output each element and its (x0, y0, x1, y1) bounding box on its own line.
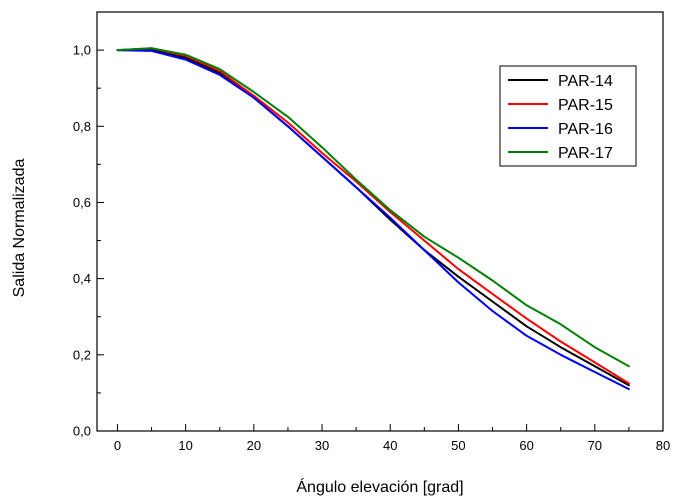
x-tick-label: 60 (519, 438, 533, 453)
x-tick-label: 70 (588, 438, 602, 453)
x-tick-label: 0 (114, 438, 121, 453)
axis-ticks (97, 49, 664, 432)
series-line-par-15 (116, 47, 630, 385)
legend: PAR-14 PAR-15 PAR-16 PAR-17 (499, 65, 637, 167)
y-tick-label: 0,8 (73, 119, 91, 134)
legend-label-par-16: PAR-16 (558, 121, 613, 138)
x-axis-title: Ángulo elevación [grad] (296, 477, 463, 496)
x-tick-label: 30 (315, 438, 329, 453)
legend-label-par-14: PAR-14 (558, 73, 613, 90)
y-tick-label: 1,0 (73, 43, 91, 58)
x-tick-label: 50 (451, 438, 465, 453)
legend-label-par-17: PAR-17 (558, 145, 613, 162)
legend-box (499, 65, 637, 167)
legend-label-par-15: PAR-15 (558, 97, 613, 114)
axis-tick-labels: 0 10 20 30 40 50 60 70 80 0,0 0,2 0,4 0,6 0,8 1,0 (73, 43, 670, 453)
x-tick-label: 10 (178, 438, 192, 453)
y-tick-label: 0,2 (73, 347, 91, 362)
y-axis-title: Salida Normalizada (11, 159, 28, 298)
plot-frame (96, 11, 664, 432)
series-lines (116, 47, 630, 391)
series-line-par-16 (116, 49, 630, 391)
series-line-par-17 (116, 47, 630, 368)
legend-items: PAR-14 PAR-15 PAR-16 PAR-17 (508, 73, 613, 162)
x-tick-label: 20 (247, 438, 261, 453)
x-tick-label: 80 (656, 438, 670, 453)
y-tick-label: 0,6 (73, 195, 91, 210)
y-tick-label: 0,4 (73, 271, 91, 286)
x-tick-label: 40 (383, 438, 397, 453)
y-tick-label: 0,0 (73, 424, 91, 439)
